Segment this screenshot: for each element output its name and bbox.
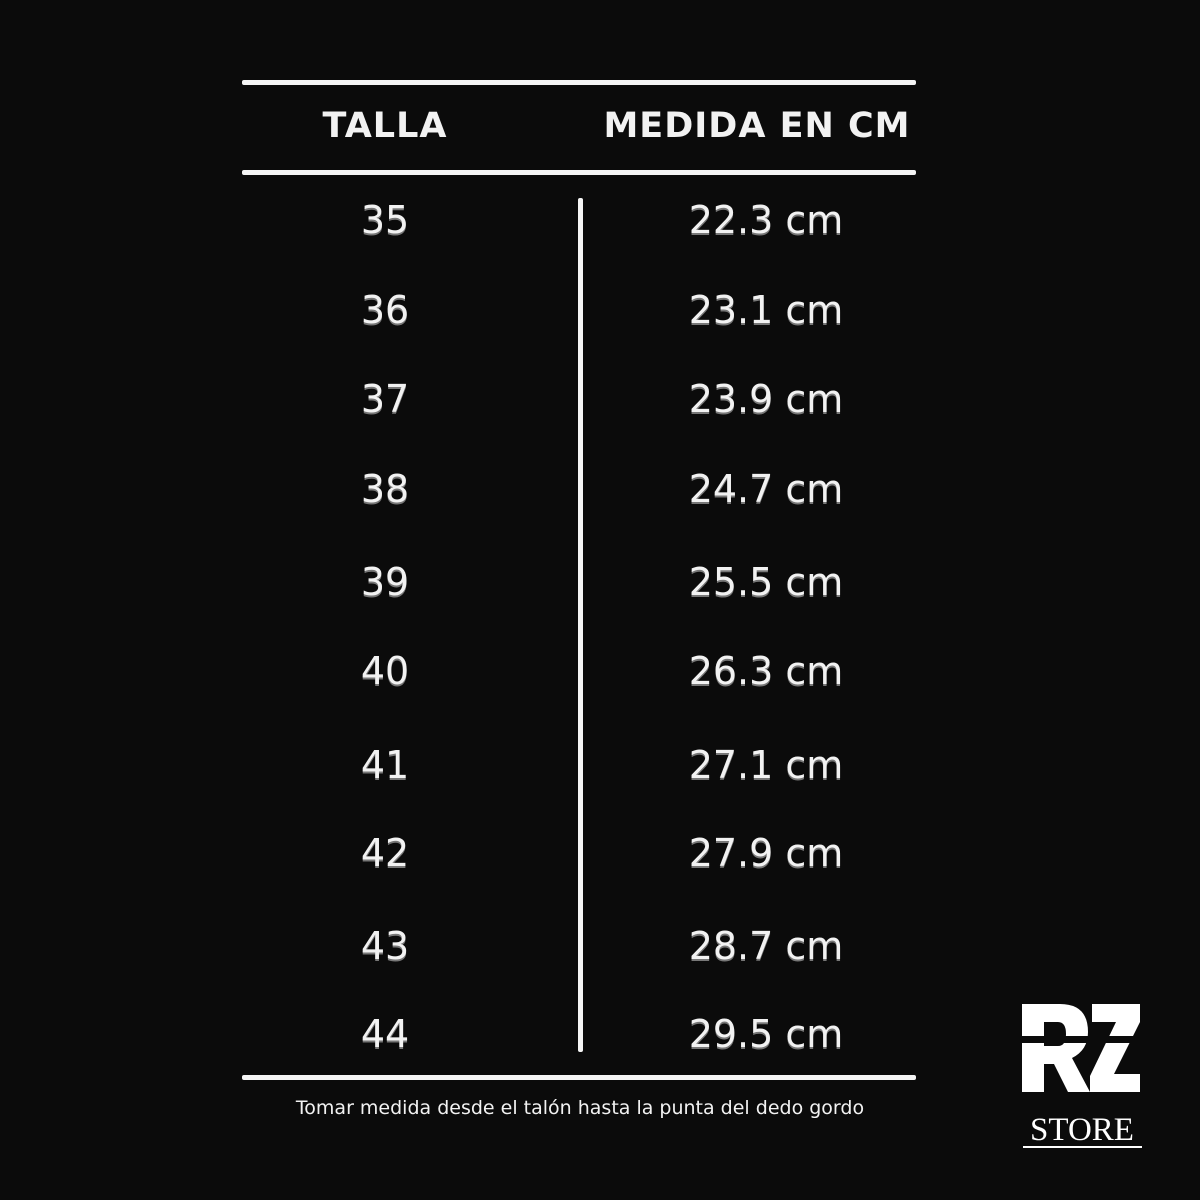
bottom-rule (242, 1075, 916, 1080)
header-medida: MEDIDA EN CM (603, 106, 911, 146)
measure-cell: 27.1 cm (688, 743, 844, 787)
size-cell: 35 (360, 198, 410, 242)
measure-cell: 29.5 cm (688, 1012, 844, 1056)
store-logo: STORE (1020, 1004, 1145, 1148)
measure-cell: 24.7 cm (688, 467, 844, 511)
size-cell: 36 (360, 288, 410, 332)
size-cell: 44 (360, 1012, 410, 1056)
size-cell: 41 (360, 743, 410, 787)
size-cell: 43 (360, 924, 410, 968)
column-divider (578, 198, 583, 1052)
top-rule (242, 80, 916, 85)
measure-cell: 26.3 cm (688, 649, 844, 693)
size-cell: 38 (360, 467, 410, 511)
size-cell: 37 (360, 377, 410, 421)
footer-note: Tomar medida desde el talón hasta la pun… (295, 1097, 865, 1119)
header-talla: TALLA (322, 106, 448, 146)
size-cell: 39 (360, 560, 410, 604)
measure-cell: 28.7 cm (688, 924, 844, 968)
measure-cell: 22.3 cm (688, 198, 844, 242)
measure-cell: 27.9 cm (688, 831, 844, 875)
size-cell: 40 (360, 649, 410, 693)
header-rule (242, 170, 916, 175)
svg-text:STORE: STORE (1030, 1112, 1134, 1148)
measure-cell: 23.9 cm (688, 377, 844, 421)
size-cell: 42 (360, 831, 410, 875)
measure-cell: 25.5 cm (688, 560, 844, 604)
measure-cell: 23.1 cm (688, 288, 844, 332)
